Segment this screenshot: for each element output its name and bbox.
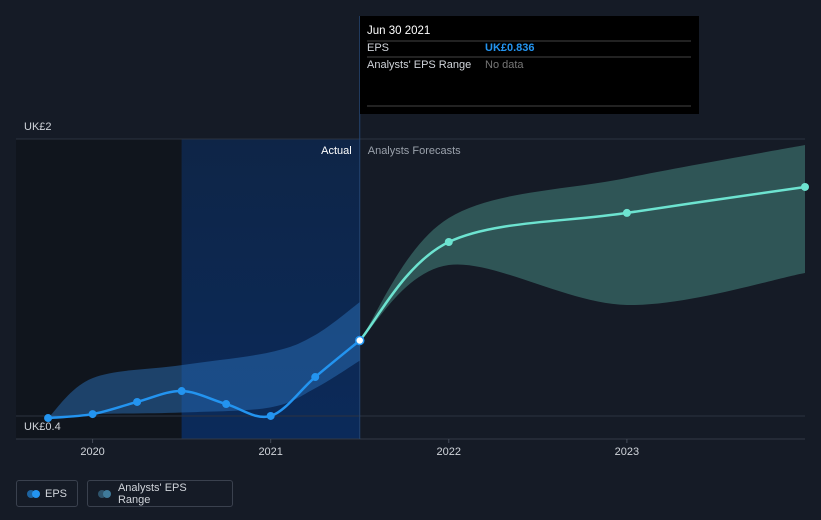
point xyxy=(133,397,142,406)
tooltip-label: EPS xyxy=(367,42,389,54)
actual-label: Actual xyxy=(321,145,352,157)
tooltip-label: Analysts' EPS Range xyxy=(367,59,471,71)
legend-eps[interactable]: EPS xyxy=(16,480,78,507)
tooltip-value: UK£0.836 xyxy=(485,42,535,54)
tooltip-value: No data xyxy=(485,59,524,71)
range-band xyxy=(48,302,360,419)
point xyxy=(444,238,453,247)
tooltip-title: Jun 30 2021 xyxy=(367,25,430,37)
tooltip-box xyxy=(360,16,699,114)
legend-label: EPS xyxy=(44,487,67,500)
point xyxy=(354,335,365,346)
line xyxy=(358,185,806,342)
legend-swatch xyxy=(27,489,40,498)
point xyxy=(801,182,809,191)
point xyxy=(622,208,631,217)
y-tick-label: UK£0.4 xyxy=(24,421,61,433)
legend-swatch xyxy=(98,489,112,498)
point xyxy=(44,414,53,423)
point xyxy=(266,411,275,420)
x-tick-label: 2020 xyxy=(80,446,104,458)
legend-range[interactable]: Analysts' EPS Range xyxy=(87,480,233,507)
point xyxy=(311,373,320,382)
x-tick-label: 2021 xyxy=(258,446,282,458)
legend-label: Analysts' EPS Range xyxy=(117,481,187,506)
y-tick-label: UK£2 xyxy=(24,121,52,133)
x-tick-label: 2023 xyxy=(615,446,639,458)
point xyxy=(222,400,231,409)
forecast-label: Analysts Forecasts xyxy=(368,145,461,157)
range-band xyxy=(359,145,805,341)
point xyxy=(88,410,97,419)
x-tick-label: 2022 xyxy=(437,446,461,458)
point xyxy=(177,387,186,396)
